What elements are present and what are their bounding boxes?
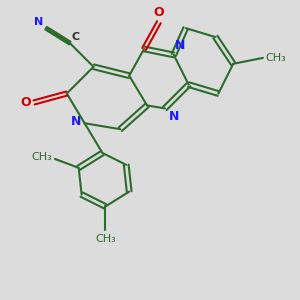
Text: N: N <box>34 17 43 27</box>
Text: N: N <box>175 39 186 52</box>
Text: N: N <box>71 115 82 128</box>
Text: O: O <box>154 6 164 19</box>
Text: C: C <box>71 32 80 41</box>
Text: CH₃: CH₃ <box>32 152 52 162</box>
Text: CH₃: CH₃ <box>95 234 116 244</box>
Text: O: O <box>20 96 31 109</box>
Text: N: N <box>169 110 180 123</box>
Text: CH₃: CH₃ <box>265 53 286 63</box>
